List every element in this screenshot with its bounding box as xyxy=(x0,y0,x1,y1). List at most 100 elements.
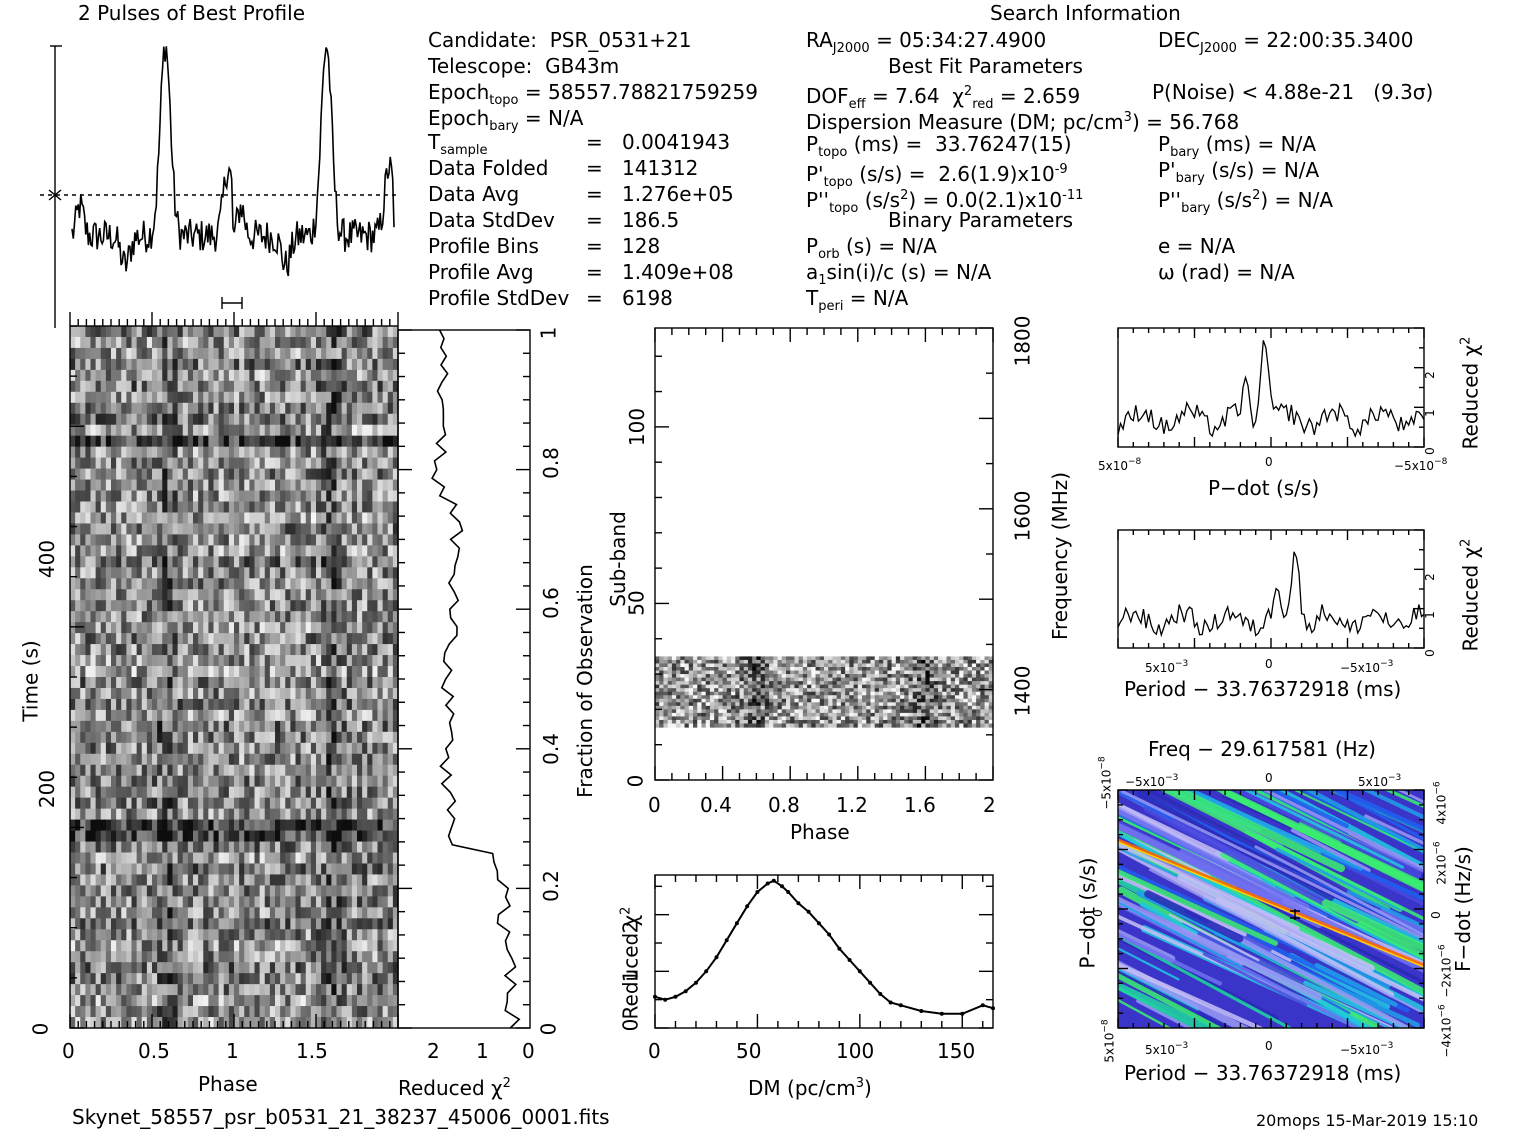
time-phase-cell xyxy=(362,1006,368,1018)
time-phase-cell xyxy=(387,622,394,634)
time-phase-cell xyxy=(346,863,353,876)
time-phase-cell xyxy=(285,600,291,612)
time-phase-cell xyxy=(351,951,358,963)
time-phase-cell xyxy=(249,863,256,876)
subband-cell xyxy=(853,667,859,672)
time-phase-cell xyxy=(362,446,368,459)
time-phase-cell xyxy=(228,578,235,590)
time-phase-cell xyxy=(316,369,322,382)
time-phase-cell xyxy=(234,435,240,448)
time-phase-cell xyxy=(177,918,184,930)
time-phase-cell xyxy=(295,468,302,481)
time-phase-cell xyxy=(105,764,112,777)
time-phase-cell xyxy=(131,545,138,557)
time-phase-cell xyxy=(187,512,194,525)
time-phase-cell xyxy=(331,863,338,876)
subband-cell xyxy=(883,656,888,661)
time-phase-cell xyxy=(167,512,174,525)
time-phase-cell xyxy=(187,567,194,579)
time-phase-cell xyxy=(177,424,184,437)
subband-cell xyxy=(655,684,660,689)
time-phase-cell xyxy=(341,534,348,546)
subband-cell xyxy=(845,674,850,679)
time-phase-cell xyxy=(305,786,312,799)
time-phase-cell xyxy=(223,742,230,755)
time-phase-cell xyxy=(275,951,281,963)
time-phase-cell xyxy=(111,457,117,470)
subband-cell xyxy=(878,667,884,672)
time-phase-cell xyxy=(372,687,379,700)
time-phase-cell xyxy=(269,962,276,974)
time-phase-cell xyxy=(152,863,158,876)
subband-cell xyxy=(680,663,686,668)
time-phase-cell xyxy=(90,1017,97,1029)
subband-cell xyxy=(891,677,897,682)
time-phase-cell xyxy=(75,764,81,777)
time-phase-cell xyxy=(372,896,379,908)
time-phase-cell xyxy=(136,753,143,766)
time-phase-cell xyxy=(95,973,102,985)
subband-cell xyxy=(824,681,829,686)
time-phase-cell xyxy=(377,995,384,1007)
subband-cell xyxy=(794,681,800,686)
time-phase-cell xyxy=(95,852,102,865)
subband-cell xyxy=(925,677,931,682)
time-phase-cell xyxy=(95,940,102,952)
time-phase-cell xyxy=(131,611,138,623)
time-phase-cell xyxy=(95,556,102,568)
subband-cell xyxy=(984,674,990,679)
time-phase-cell xyxy=(126,336,133,349)
subband-cell xyxy=(870,659,876,665)
time-phase-cell xyxy=(295,545,302,557)
subband-cell xyxy=(773,670,779,675)
subband-cell xyxy=(971,663,977,668)
time-phase-cell xyxy=(105,808,112,821)
subband-cell xyxy=(785,691,791,696)
subband-cell xyxy=(790,670,796,675)
time-phase-cell xyxy=(387,764,394,777)
time-phase-cell xyxy=(131,852,138,865)
time-phase-cell xyxy=(218,863,225,876)
subband-cell xyxy=(980,670,986,675)
time-phase-cell xyxy=(90,358,97,371)
time-phase-cell xyxy=(157,347,163,360)
time-phase-cell xyxy=(203,863,209,876)
time-phase-cell xyxy=(264,326,271,338)
time-phase-cell xyxy=(336,358,343,371)
time-phase-cell xyxy=(198,797,204,810)
time-phase-cell xyxy=(382,468,389,481)
time-phase-cell xyxy=(228,677,235,689)
subband-cell xyxy=(769,659,774,665)
time-phase-cell xyxy=(146,589,153,601)
subband-cell xyxy=(701,670,707,675)
time-phase-cell xyxy=(203,775,209,788)
time-phase-cell xyxy=(116,1006,122,1018)
time-phase-cell xyxy=(218,358,225,371)
time-phase-cell xyxy=(239,666,245,678)
time-phase-cell xyxy=(269,435,276,448)
subband-cell xyxy=(942,659,948,665)
time-phase-cell xyxy=(249,358,256,371)
time-phase-cell xyxy=(218,468,225,481)
time-phase-cell xyxy=(244,413,250,426)
time-phase-cell xyxy=(244,326,250,338)
time-phase-cell xyxy=(249,512,256,525)
time-phase-cell xyxy=(244,797,250,810)
time-phase-cell xyxy=(95,907,102,919)
time-phase-cell xyxy=(111,611,117,623)
time-phase-cell xyxy=(157,490,163,503)
time-phase-cell xyxy=(116,896,122,908)
time-phase-cell xyxy=(331,512,338,525)
time-phase-cell xyxy=(136,687,143,700)
subband-cell xyxy=(925,656,931,661)
time-phase-cell xyxy=(187,962,194,974)
time-phase-cell xyxy=(254,435,261,448)
subband-cell xyxy=(857,684,863,689)
time-phase-cell xyxy=(280,731,286,744)
subband-cell xyxy=(832,670,838,675)
time-phase-cell xyxy=(346,326,353,338)
time-phase-cell xyxy=(152,951,158,963)
time-phase-cell xyxy=(187,435,194,448)
subband-cell xyxy=(988,684,994,689)
time-phase-cell xyxy=(341,523,348,536)
